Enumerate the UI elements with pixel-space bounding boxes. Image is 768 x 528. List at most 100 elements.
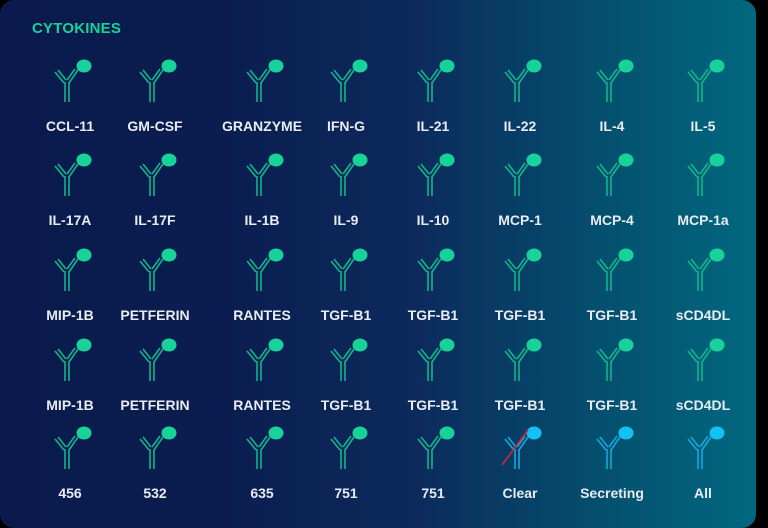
cytokine-label: IL-1B xyxy=(244,212,280,228)
cytokine-label: 635 xyxy=(250,485,274,501)
antibody-icon xyxy=(139,153,177,196)
cytokine-item-il-21[interactable]: IL-21 xyxy=(383,58,483,148)
antibody-icon xyxy=(54,248,92,291)
cytokine-item-scd4dl[interactable]: sCD4DL xyxy=(653,247,753,337)
antibody-icon xyxy=(687,59,725,102)
cytokine-item-il-17a[interactable]: IL-17A xyxy=(20,152,120,242)
cytokine-label: All xyxy=(694,485,712,501)
cytokine-label: 751 xyxy=(334,485,358,501)
antibody-icon xyxy=(139,426,177,469)
antibody-icon xyxy=(417,248,455,291)
cytokine-label: IFN-G xyxy=(326,118,366,134)
cytokine-item-tgf-b1[interactable]: TGF-B1 xyxy=(562,337,662,427)
cytokine-item-456[interactable]: 456 xyxy=(20,425,120,515)
cytokine-label: 751 xyxy=(421,485,445,501)
cytokine-label: TGF-B1 xyxy=(320,397,372,413)
cytokine-label: 456 xyxy=(58,485,82,501)
cytokine-label: CCL-11 xyxy=(45,118,95,134)
cytokine-item-tgf-b1[interactable]: TGF-B1 xyxy=(562,247,662,337)
cytokine-label: MCP-4 xyxy=(590,212,634,228)
cytokine-label: GRANZYME xyxy=(221,118,303,134)
cytokine-item-il-1b[interactable]: IL-1B xyxy=(212,152,312,242)
cytokine-label: Secreting xyxy=(580,485,644,501)
cytokine-label: TGF-B1 xyxy=(407,397,459,413)
antibody-icon xyxy=(596,59,634,102)
cytokine-item-mcp-1a[interactable]: MCP-1a xyxy=(653,152,753,242)
cytokine-item-secreting[interactable]: Secreting xyxy=(562,425,662,515)
antibody-icon xyxy=(139,248,177,291)
cytokine-item-all[interactable]: All xyxy=(653,425,753,515)
cytokine-item-635[interactable]: 635 xyxy=(212,425,312,515)
cytokine-label: MIP-1B xyxy=(46,397,94,413)
antibody-icon xyxy=(687,248,725,291)
cytokine-item-il-22[interactable]: IL-22 xyxy=(470,58,570,148)
cytokine-item-mip-1b[interactable]: MIP-1B xyxy=(20,247,120,337)
cytokine-item-751[interactable]: 751 xyxy=(383,425,483,515)
antibody-icon xyxy=(246,248,284,291)
cytokine-item-il-4[interactable]: IL-4 xyxy=(562,58,662,148)
cytokine-label: TGF-B1 xyxy=(494,397,546,413)
cytokine-item-mip-1b[interactable]: MIP-1B xyxy=(20,337,120,427)
antibody-icon xyxy=(687,153,725,196)
cytokine-label: Clear xyxy=(502,485,538,501)
cytokine-item-751[interactable]: 751 xyxy=(296,425,396,515)
cytokine-item-il-9[interactable]: IL-9 xyxy=(296,152,396,242)
cytokine-item-clear[interactable]: Clear xyxy=(470,425,570,515)
antibody-icon xyxy=(596,426,634,469)
cytokine-item-tgf-b1[interactable]: TGF-B1 xyxy=(470,247,570,337)
cytokine-item-gm-csf[interactable]: GM-CSF xyxy=(105,58,205,148)
cytokine-item-il-5[interactable]: IL-5 xyxy=(653,58,753,148)
cytokine-item-tgf-b1[interactable]: TGF-B1 xyxy=(383,337,483,427)
panel-title: CYTOKINES xyxy=(32,20,122,37)
cytokine-label: MCP-1a xyxy=(677,212,729,228)
cytokine-item-il-10[interactable]: IL-10 xyxy=(383,152,483,242)
cytokine-label: IL-21 xyxy=(416,118,450,134)
antibody-icon xyxy=(139,338,177,381)
cytokine-label: GM-CSF xyxy=(127,118,183,134)
antibody-icon xyxy=(246,59,284,102)
cytokine-item-granzyme[interactable]: GRANZYME xyxy=(212,58,312,148)
antibody-icon xyxy=(687,426,725,469)
cytokine-item-mcp-4[interactable]: MCP-4 xyxy=(562,152,662,242)
cytokine-item-ifn-g[interactable]: IFN-G xyxy=(296,58,396,148)
antibody-icon xyxy=(54,426,92,469)
cytokine-item-tgf-b1[interactable]: TGF-B1 xyxy=(470,337,570,427)
cytokine-item-scd4dl[interactable]: sCD4DL xyxy=(653,337,753,427)
cytokine-item-petferin[interactable]: PETFERIN xyxy=(105,337,205,427)
antibody-icon xyxy=(504,248,542,291)
antibody-icon xyxy=(330,338,368,381)
antibody-icon xyxy=(504,59,542,102)
cytokine-item-rantes[interactable]: RANTES xyxy=(212,247,312,337)
cytokine-item-tgf-b1[interactable]: TGF-B1 xyxy=(383,247,483,337)
antibody-icon xyxy=(596,248,634,291)
cytokine-item-petferin[interactable]: PETFERIN xyxy=(105,247,205,337)
cytokine-item-ccl-11[interactable]: CCL-11 xyxy=(20,58,120,148)
cytokine-label: TGF-B1 xyxy=(494,307,546,323)
antibody-icon xyxy=(596,153,634,196)
antibody-icon xyxy=(54,153,92,196)
antibody-icon xyxy=(504,338,542,381)
antibody-icon xyxy=(330,153,368,196)
cytokine-label: TGF-B1 xyxy=(407,307,459,323)
antibody-icon xyxy=(54,59,92,102)
cytokine-label: TGF-B1 xyxy=(320,307,372,323)
cytokine-item-mcp-1[interactable]: MCP-1 xyxy=(470,152,570,242)
cytokine-item-il-17f[interactable]: IL-17F xyxy=(105,152,205,242)
antibody-icon xyxy=(330,248,368,291)
cytokine-item-rantes[interactable]: RANTES xyxy=(212,337,312,427)
cytokine-label: sCD4DL xyxy=(675,307,731,323)
antibody-icon xyxy=(417,59,455,102)
antibody-clear-icon xyxy=(501,426,542,469)
antibody-icon xyxy=(687,338,725,381)
cytokine-label: MCP-1 xyxy=(498,212,542,228)
cytokine-label: IL-4 xyxy=(599,118,625,134)
cytokine-label: TGF-B1 xyxy=(586,397,638,413)
antibody-icon xyxy=(139,59,177,102)
cytokine-item-tgf-b1[interactable]: TGF-B1 xyxy=(296,247,396,337)
cytokine-label: IL-9 xyxy=(333,212,359,228)
cytokine-item-tgf-b1[interactable]: TGF-B1 xyxy=(296,337,396,427)
cytokine-label: RANTES xyxy=(233,397,291,413)
cytokine-label: sCD4DL xyxy=(675,397,731,413)
cytokine-item-532[interactable]: 532 xyxy=(105,425,205,515)
